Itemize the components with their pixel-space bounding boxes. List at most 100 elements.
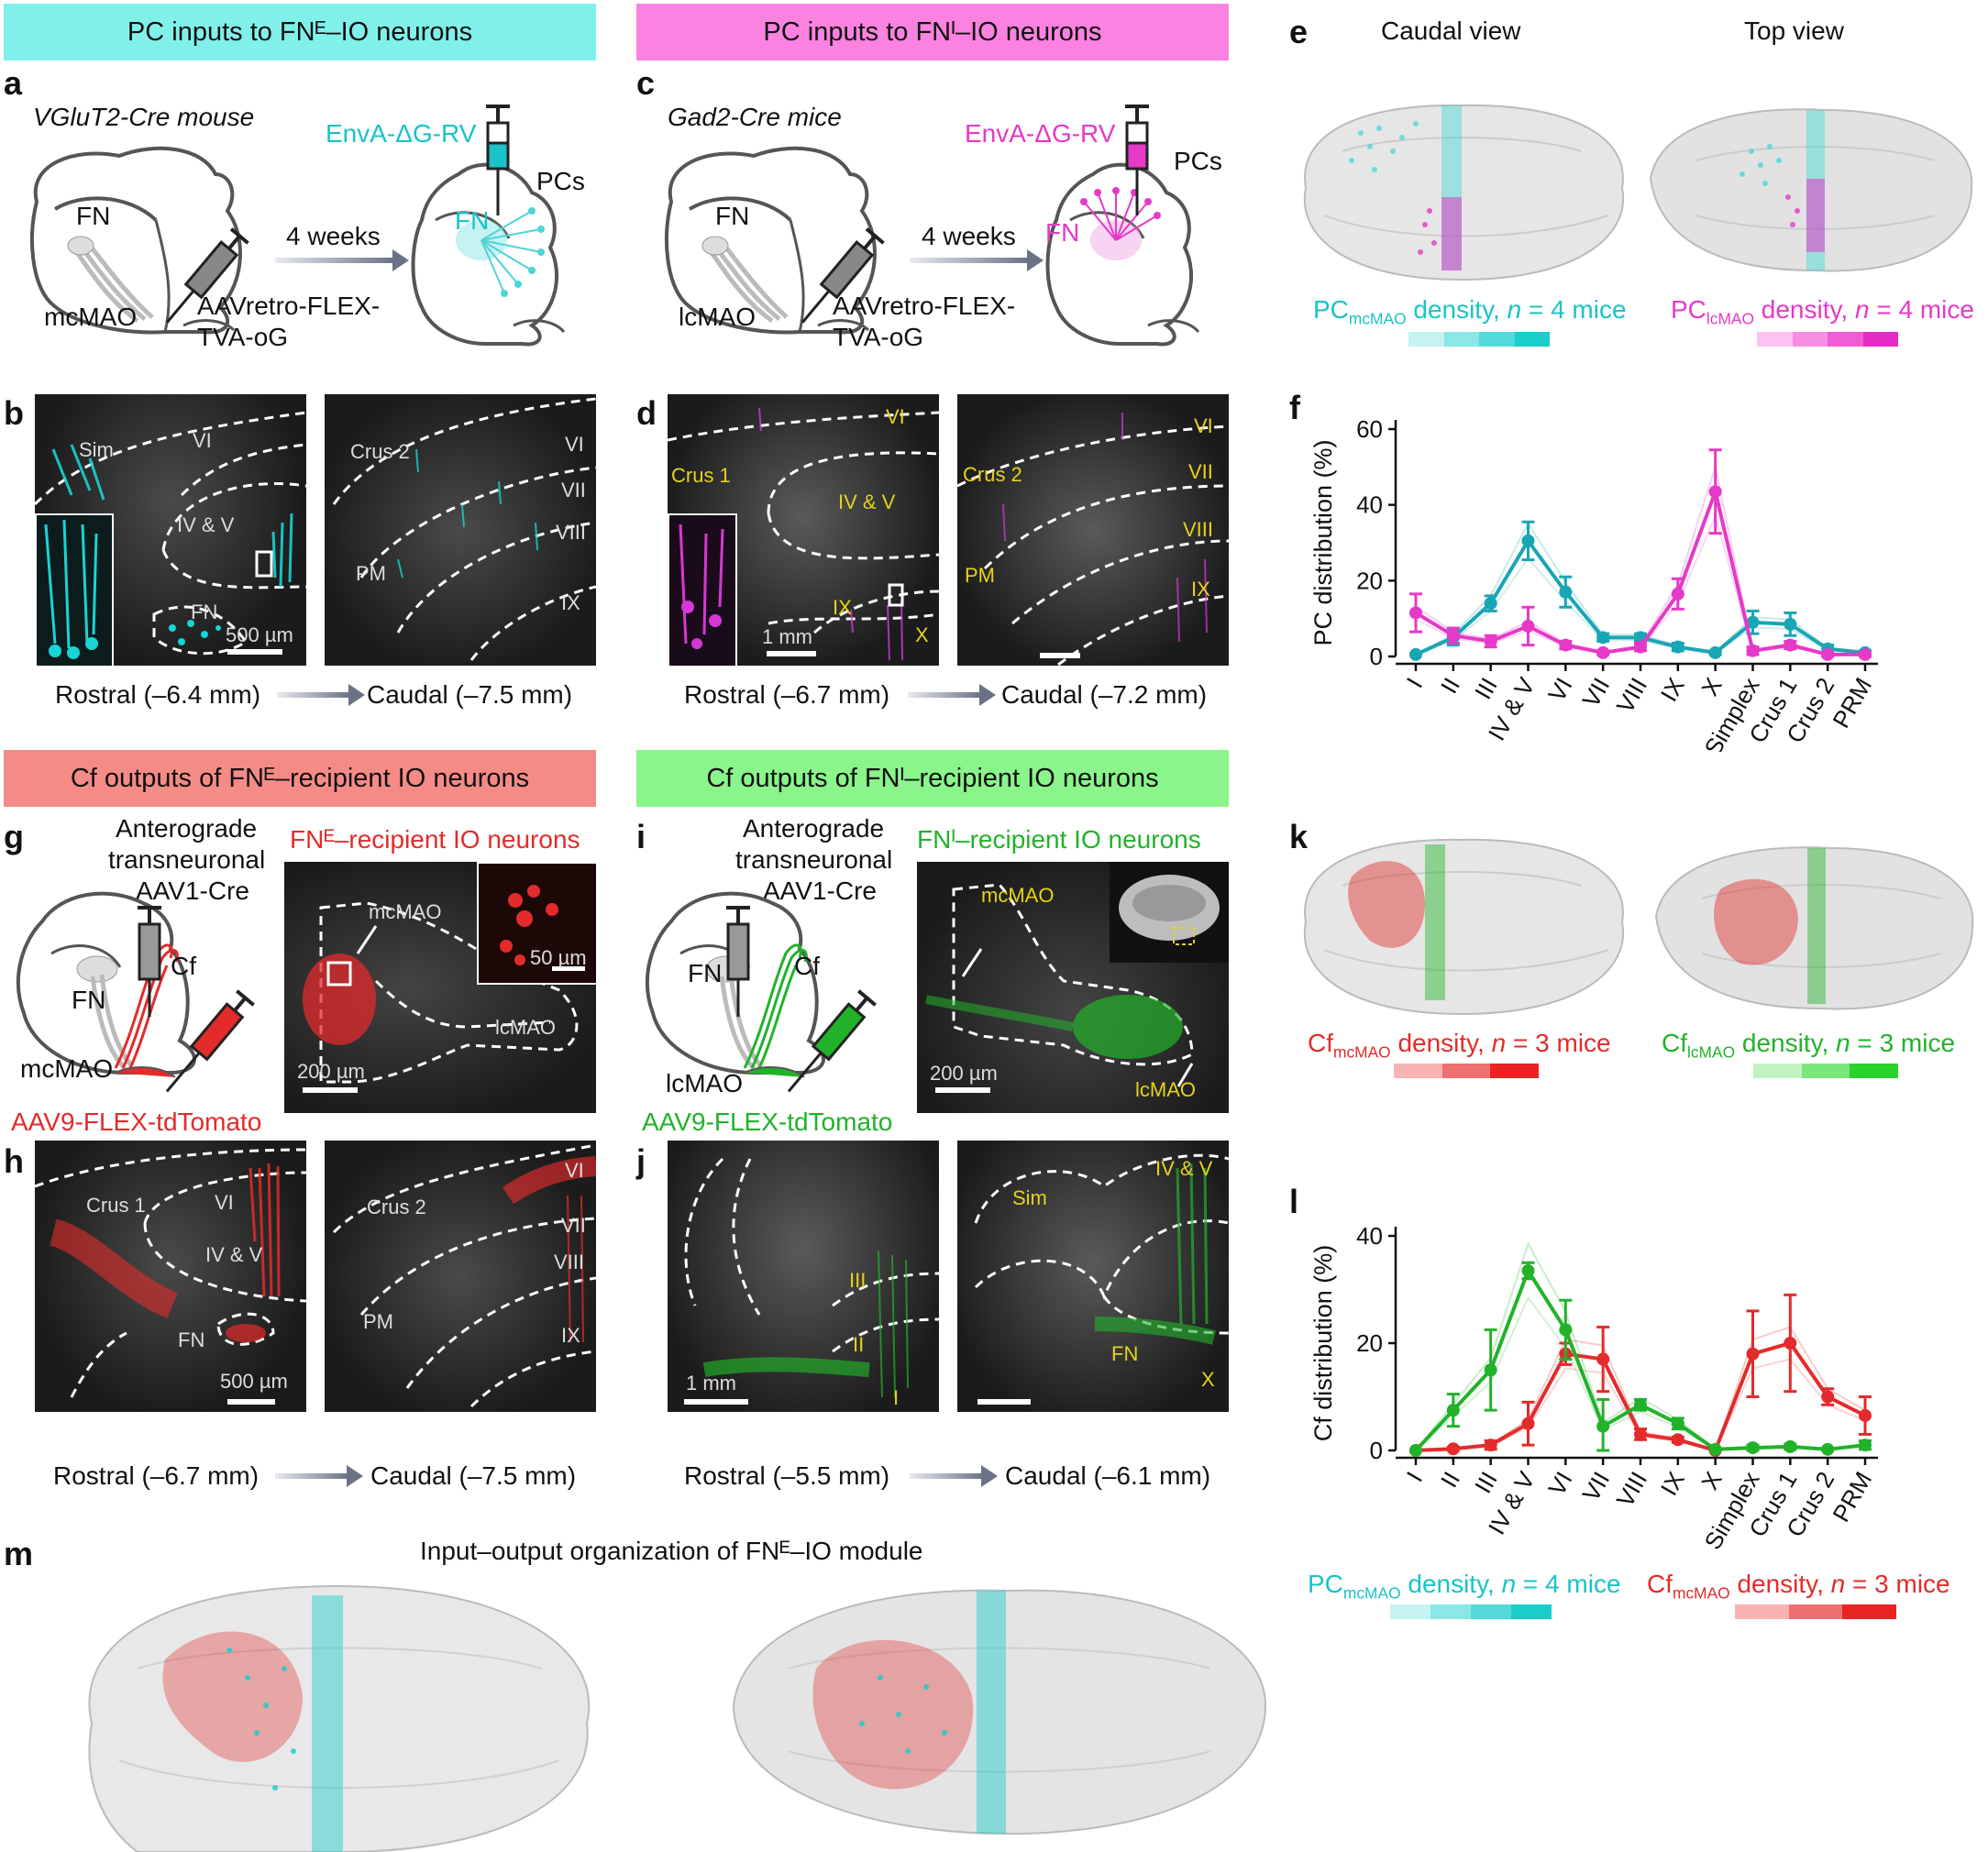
data-point — [1521, 619, 1535, 633]
caudal-label-j: Caudal (–6.1 mm) — [1005, 1461, 1211, 1490]
legend-text: density, — [1390, 1029, 1492, 1057]
panel-label-d: d — [636, 394, 657, 432]
x-tick-label: II — [1435, 673, 1465, 699]
data-point — [1671, 640, 1684, 654]
legend-n: n — [1854, 295, 1870, 324]
region-label: VI — [193, 429, 212, 452]
aav9-label-i: AAV9-FLEX-tdTomato — [642, 1108, 893, 1136]
data-point — [1521, 534, 1535, 547]
region-label: lcMAO — [495, 1016, 556, 1039]
region-label: VII — [561, 1214, 586, 1237]
brain-3d-caudal-e — [1303, 104, 1625, 281]
legend-n: n — [1830, 1570, 1846, 1598]
region-label: Crus 2 — [367, 1196, 426, 1218]
region-label: PM — [363, 1310, 393, 1333]
aav9-label-g: AAV9-FLEX-tdTomato — [11, 1108, 262, 1136]
scale-label: 1 mm — [762, 625, 812, 648]
region-label: FN — [178, 1328, 205, 1351]
x-tick-label: PRM — [1827, 673, 1877, 733]
region-label: VIII — [1183, 518, 1214, 541]
legend-sub: lcMAO — [1687, 1042, 1736, 1062]
data-point — [1708, 1442, 1722, 1456]
legend-m-red: CfmcMAO density, n = 3 mice — [1647, 1570, 1950, 1604]
transneuronal-label-i: transneuronal — [735, 845, 893, 874]
data-point — [1446, 1404, 1460, 1417]
banner-text: Cf outputs of FNᴵ–recipient IO neurons — [706, 763, 1159, 793]
legend-text: PC — [1313, 295, 1349, 324]
data-point — [1596, 1352, 1610, 1366]
data-point — [1821, 647, 1835, 661]
inset-b — [35, 513, 114, 666]
panel-label-i: i — [636, 818, 646, 855]
region-label: FN — [1111, 1342, 1139, 1365]
syringe-icon — [486, 105, 510, 215]
series-trace — [1415, 1295, 1866, 1451]
legend-text: = 3 mice — [1850, 1029, 1956, 1057]
inset-d — [668, 513, 737, 666]
micrograph-j-caudal: Sim IV & V FN X — [957, 1141, 1229, 1412]
micrograph-g: mcMAO lcMAO 50 µm 200 µm — [284, 862, 596, 1113]
legend-text: density, — [1754, 295, 1855, 324]
banner-cf-outputs-fni: Cf outputs of FNᴵ–recipient IO neurons — [636, 750, 1229, 807]
aav1cre-label-i: AAV1-Cre — [763, 876, 877, 905]
virus-label-a: EnvA-ΔG-RV — [326, 119, 477, 148]
x-tick-label: VII — [1576, 1467, 1615, 1506]
legend-text: Cf — [1662, 1029, 1687, 1057]
anterograde-label-g: Anterograde — [116, 814, 258, 843]
density-bar-k-red — [1394, 1064, 1540, 1078]
micrograph-d-rostral: VI Crus 1 IV & V IX X 1 mm — [668, 394, 939, 666]
legend-text: = 4 mice — [1869, 295, 1974, 324]
panel-label-g: g — [4, 818, 24, 855]
syringe-icon — [166, 227, 249, 324]
legend-e-cyan: PCmcMAO density, n = 4 mice — [1313, 295, 1627, 329]
data-point — [1559, 585, 1573, 599]
legend-n: n — [1507, 295, 1522, 324]
data-point — [1708, 645, 1722, 659]
region-label: lcMAO — [1135, 1078, 1196, 1101]
arrow-j — [910, 1473, 983, 1479]
brain-3d-top-k — [1654, 846, 1974, 1010]
data-point — [1821, 1442, 1835, 1456]
brain-3d-caudal-m — [88, 1584, 590, 1852]
inset-g — [477, 862, 596, 985]
panel-label-j: j — [636, 1142, 646, 1180]
caudal-label-h: Caudal (–7.5 mm) — [370, 1461, 577, 1490]
series-trace — [1415, 1241, 1866, 1451]
banner-text: PC inputs to FNᴱ–IO neurons — [127, 17, 473, 47]
fn-label-g: FN — [72, 986, 106, 1014]
x-tick-label: III — [1469, 1467, 1503, 1498]
rostral-label-b: Rostral (–6.4 mm) — [55, 680, 261, 709]
legend-text: Cf — [1308, 1029, 1333, 1057]
region-label: X — [915, 623, 929, 646]
data-point — [1784, 617, 1797, 631]
arrow-h — [275, 1473, 348, 1479]
y-tick-label: 60 — [1356, 415, 1383, 443]
legend-sub: mcMAO — [1333, 1042, 1391, 1062]
region-label: Crus 2 — [350, 440, 410, 463]
data-point — [1784, 1439, 1797, 1453]
data-point — [1634, 1398, 1647, 1412]
fn-label-a: FN — [76, 202, 111, 230]
legend-text: = 3 mice — [1845, 1570, 1950, 1598]
region-label: IV & V — [205, 1243, 263, 1266]
panel-label-a: a — [4, 64, 23, 102]
micrograph-b-rostral: Sim VI IV & V FN 500 µm — [35, 394, 306, 666]
micrograph-b-caudal: Crus 2 VI VII VIII PM IX — [325, 394, 596, 666]
arrow-a — [275, 258, 394, 263]
x-tick-label: IX — [1655, 673, 1690, 706]
legend-k-red: CfmcMAO density, n = 3 mice — [1308, 1029, 1611, 1063]
density-bar-e-magenta — [1757, 332, 1898, 347]
syringe-icon — [801, 227, 885, 324]
legend-text: density, — [1400, 1570, 1502, 1598]
data-point — [1596, 631, 1610, 645]
data-point — [1821, 1390, 1835, 1404]
legend-sub: mcMAO — [1342, 1583, 1401, 1603]
schematic-c-right — [1045, 162, 1200, 347]
region-label: VII — [561, 479, 586, 502]
scale-label: 200 µm — [297, 1060, 365, 1083]
data-point — [1708, 485, 1722, 499]
region-label: Crus 1 — [671, 464, 731, 487]
x-tick-label: PRM — [1827, 1467, 1877, 1527]
cf-label-g: Cf — [171, 952, 196, 980]
micrograph-i: mcMAO lcMAO 200 µm — [917, 862, 1229, 1113]
